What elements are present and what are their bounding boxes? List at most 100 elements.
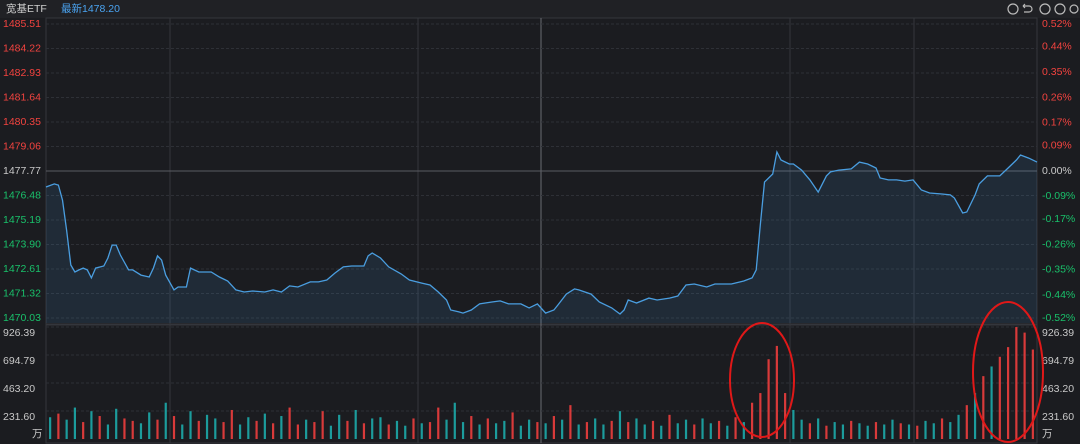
price-line bbox=[45, 150, 1038, 315]
volume-bar bbox=[907, 424, 911, 439]
volume-bar bbox=[817, 418, 820, 439]
volume-bar bbox=[833, 422, 836, 439]
volume-bar bbox=[899, 423, 902, 439]
volume-bar bbox=[528, 419, 531, 439]
volume-bar bbox=[726, 425, 729, 439]
y2-tick-label: -0.26% bbox=[1042, 238, 1075, 250]
volume-bar bbox=[115, 408, 118, 439]
volume-bar bbox=[627, 422, 630, 439]
y2-tick-label: 463.20 bbox=[1042, 383, 1074, 395]
volume-bar bbox=[437, 407, 440, 439]
volume-bar bbox=[775, 345, 778, 439]
volume-bar bbox=[684, 419, 688, 439]
volume-bar bbox=[808, 423, 811, 439]
volume-bar bbox=[404, 425, 407, 439]
volume-bar bbox=[676, 423, 679, 439]
volume-bar bbox=[272, 423, 275, 439]
volume-bar bbox=[610, 420, 613, 439]
y-tick-label: 1480.35 bbox=[3, 116, 41, 128]
volume-bar bbox=[784, 393, 787, 439]
volume-bar bbox=[395, 420, 399, 439]
volume-bar bbox=[594, 418, 597, 439]
volume-bar bbox=[990, 366, 993, 439]
volume-bar bbox=[602, 424, 605, 439]
y-tick-label: 926.39 bbox=[3, 327, 35, 339]
volume-bar bbox=[412, 418, 415, 439]
volume-bar bbox=[263, 413, 266, 439]
volume-bar bbox=[420, 423, 423, 439]
volume-bar bbox=[461, 422, 465, 439]
volume-bar bbox=[65, 419, 68, 439]
volume-bar bbox=[561, 419, 564, 439]
volume-bar bbox=[858, 423, 861, 439]
volume-bar bbox=[742, 422, 745, 439]
volume-bar bbox=[255, 420, 258, 439]
volume-bar bbox=[280, 416, 283, 439]
volume-bar bbox=[891, 419, 894, 439]
volume-bar bbox=[379, 417, 382, 439]
highlight-circle bbox=[729, 322, 795, 438]
volume-bar bbox=[651, 420, 655, 439]
volume-bar bbox=[759, 393, 762, 439]
volume-bar bbox=[478, 424, 481, 439]
volume-bar bbox=[172, 416, 176, 439]
undo-button[interactable] bbox=[1022, 3, 1033, 13]
volume-bar bbox=[965, 405, 968, 439]
volume-bar bbox=[387, 424, 390, 439]
volume-bar bbox=[511, 412, 514, 439]
volume-bar bbox=[792, 409, 795, 439]
volume-bar bbox=[717, 420, 721, 439]
volume-bar bbox=[949, 422, 952, 439]
volume-bar bbox=[1006, 347, 1010, 439]
y-tick-label: 1473.90 bbox=[3, 238, 41, 250]
volume-bar bbox=[205, 414, 209, 439]
volume-bar bbox=[222, 422, 225, 439]
volume-bar bbox=[552, 416, 555, 439]
volume-bar bbox=[1015, 327, 1018, 439]
volume-bar bbox=[940, 418, 944, 439]
volume-bar bbox=[693, 424, 696, 439]
time-grid bbox=[169, 18, 915, 443]
info-button[interactable] bbox=[1007, 3, 1019, 15]
y-tick-label: 1476.48 bbox=[3, 189, 41, 201]
volume-bar bbox=[73, 407, 77, 439]
volume-bar bbox=[123, 418, 126, 439]
volume-bar bbox=[577, 424, 580, 439]
volume-bar bbox=[354, 409, 357, 439]
volume-bar bbox=[288, 407, 291, 439]
y-tick-label: 1475.19 bbox=[3, 214, 41, 226]
volume-bar bbox=[305, 419, 308, 439]
volume-bar bbox=[148, 412, 151, 439]
volume-bar bbox=[106, 424, 110, 439]
volume-bar bbox=[139, 423, 143, 439]
volume-bar bbox=[428, 422, 432, 439]
volume-bar bbox=[82, 422, 85, 439]
volume-bar bbox=[932, 423, 935, 439]
volume-bar bbox=[660, 425, 663, 439]
volume-bar bbox=[750, 402, 754, 439]
zoom-out-button[interactable] bbox=[1054, 3, 1066, 15]
y-tick-label: 1477.77 bbox=[3, 165, 41, 177]
volume-bar bbox=[181, 424, 184, 439]
volume-bar bbox=[338, 414, 341, 439]
volume-bar bbox=[453, 402, 456, 439]
y-tick-label: 1472.61 bbox=[3, 263, 41, 275]
volume-bar bbox=[321, 411, 324, 439]
volume-bar bbox=[982, 376, 985, 439]
plot-layer: 1485.51 1484.22 1482.93 1481.64 1480.35 1479.… bbox=[3, 18, 1075, 440]
volume-bar bbox=[841, 424, 845, 439]
volume-bar bbox=[214, 418, 217, 439]
y2-tick-label: 0.00% bbox=[1042, 165, 1072, 177]
zoom-in-button[interactable] bbox=[1039, 3, 1051, 15]
y2-tick-label: -0.52% bbox=[1042, 312, 1075, 324]
volume-bar bbox=[643, 424, 646, 439]
unit-label: 万 bbox=[32, 428, 43, 440]
y2-tick-label: 926.39 bbox=[1042, 327, 1074, 339]
volume-bar bbox=[470, 416, 473, 439]
y-tick-label: 1471.32 bbox=[3, 287, 41, 299]
volume-bar bbox=[536, 422, 539, 439]
volume-bar bbox=[49, 417, 52, 439]
settings-button[interactable] bbox=[1069, 4, 1079, 14]
